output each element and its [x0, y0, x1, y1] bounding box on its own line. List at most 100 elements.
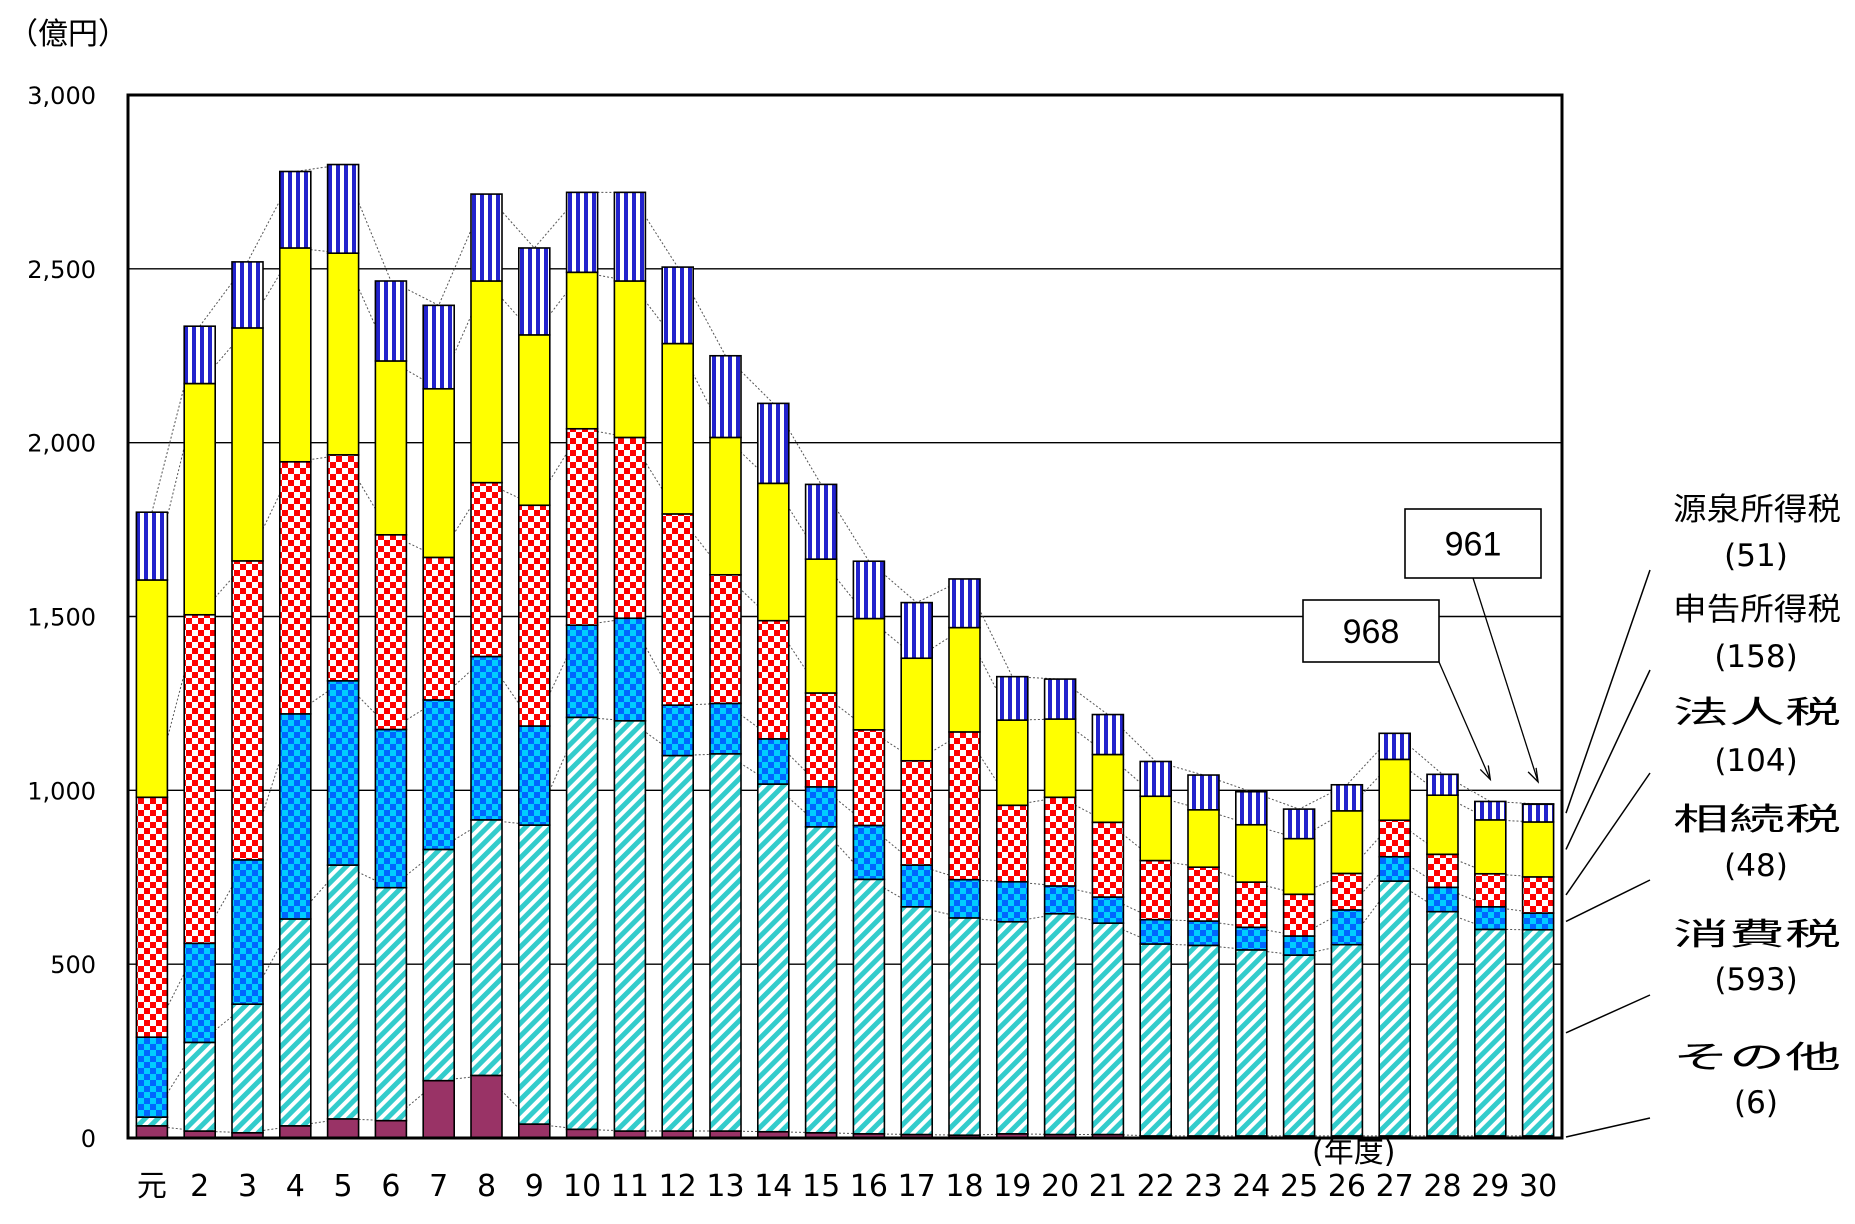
bar-segment: [756, 619, 790, 740]
bar-stack-27: [1378, 732, 1411, 1139]
bar-segment: [1235, 926, 1268, 951]
bar-segment: [661, 704, 695, 757]
bar-stack-18: [948, 578, 981, 1139]
bar-segment: [278, 247, 312, 463]
x-tick-label: 14: [754, 1169, 792, 1204]
bar-segment: [278, 1125, 312, 1139]
bar-stack-24: [1235, 790, 1268, 1139]
bar-segment: [1521, 912, 1555, 931]
x-tick-label: 27: [1376, 1169, 1414, 1204]
bar-segment: [1378, 880, 1411, 1137]
bar-segment: [948, 731, 981, 881]
bar-stack-17: [900, 601, 934, 1139]
y-tick-label: 3,000: [27, 82, 96, 110]
bar-stack-22: [1139, 760, 1172, 1139]
legend-leader-line: [1565, 879, 1651, 923]
legend-value: (104): [1714, 743, 1797, 779]
x-tick-label: 17: [898, 1169, 936, 1204]
bar-segment: [565, 191, 599, 274]
bar-segment: [326, 864, 360, 1120]
bar-stack-9: [517, 247, 551, 1139]
bar-segment: [135, 1036, 169, 1118]
legend-leader-line: [1565, 994, 1651, 1034]
bar-segment: [1378, 758, 1411, 822]
bar-segment: [183, 942, 216, 1044]
bar-segment: [709, 436, 742, 576]
bar-segment: [948, 878, 981, 919]
bar-stack-30: [1521, 803, 1555, 1139]
x-tick-label: 19: [993, 1169, 1031, 1204]
bar-segment: [326, 163, 360, 254]
bar-segment: [326, 1118, 360, 1139]
bar-stack-13: [709, 354, 742, 1139]
bar-segment: [470, 193, 503, 282]
connector-line: [151, 163, 1539, 810]
bar-segment: [1378, 819, 1411, 858]
connector-line: [151, 716, 1539, 1118]
callout-29: 968: [1302, 599, 1492, 782]
bar-stack-8: [470, 193, 503, 1139]
bar-segment: [709, 753, 742, 1132]
bar-segment: [135, 511, 169, 581]
x-tick-label: 23: [1184, 1169, 1222, 1204]
x-tick-label: 30: [1519, 1169, 1557, 1204]
bar-segment: [517, 824, 551, 1125]
bar-segment: [1235, 949, 1268, 1137]
bar-segment: [422, 556, 456, 701]
legend-name: 消費税: [1673, 917, 1841, 953]
x-tick-label: 22: [1137, 1169, 1175, 1204]
legend-value: (593): [1714, 962, 1797, 998]
bar-segment: [948, 626, 981, 733]
bar-segment: [278, 170, 312, 249]
x-tick-label: 10: [563, 1169, 601, 1204]
bar-segment: [326, 252, 360, 456]
legend-entry: 申告所得税 (158): [1565, 592, 1841, 850]
bar-segment: [1187, 774, 1220, 811]
callout-value: 961: [1445, 526, 1502, 564]
bar-segment: [183, 613, 216, 945]
connector-line: [151, 247, 1539, 840]
bar-segment: [1426, 886, 1459, 913]
callout-box: [1302, 599, 1440, 663]
connector-line: [151, 1074, 1539, 1137]
callout-30: 961: [1404, 508, 1542, 784]
bar-segment: [1043, 796, 1077, 887]
bar-segment: [1474, 819, 1507, 875]
bar-stack-19: [995, 675, 1029, 1139]
x-tick-label: 20: [1041, 1169, 1079, 1204]
legend-entry: 相続税 (48): [1565, 802, 1841, 923]
plot-frame: [126, 93, 1564, 1140]
x-tick-label: 6: [381, 1169, 400, 1204]
bar-segment: [135, 1125, 169, 1139]
bar-segment: [995, 880, 1029, 923]
bar-segment: [231, 859, 264, 1005]
bar-segment: [1330, 909, 1364, 946]
y-tick-label: 1,000: [27, 777, 96, 805]
bar-segment: [183, 1041, 216, 1132]
bar-segment: [613, 719, 647, 1132]
bars: [135, 163, 1555, 1139]
bar-segment: [1521, 821, 1555, 878]
bar-segment: [183, 325, 216, 385]
bar-segment: [1378, 732, 1411, 761]
bar-segment: [517, 1123, 551, 1139]
bar-segment: [565, 271, 599, 430]
bar-segment: [1521, 803, 1555, 823]
bar-segment: [1187, 866, 1220, 922]
gridlines: [128, 268, 1562, 965]
bar-segment: [852, 560, 886, 620]
bar-segment: [231, 1003, 264, 1134]
callout-arrowhead: [1527, 767, 1540, 784]
x-tick-label: 3: [238, 1169, 257, 1204]
legend-leader-line: [1565, 569, 1651, 814]
bar-segment: [470, 481, 503, 658]
bar-segment: [135, 1116, 169, 1127]
bar-stack-16: [852, 560, 886, 1139]
x-tick-label: 28: [1423, 1169, 1461, 1204]
bar-segment: [517, 725, 551, 826]
bar-stack-7: [422, 304, 456, 1139]
callout-arrow: [1472, 577, 1539, 783]
bar-segment: [565, 427, 599, 626]
bar-segment: [900, 657, 934, 762]
